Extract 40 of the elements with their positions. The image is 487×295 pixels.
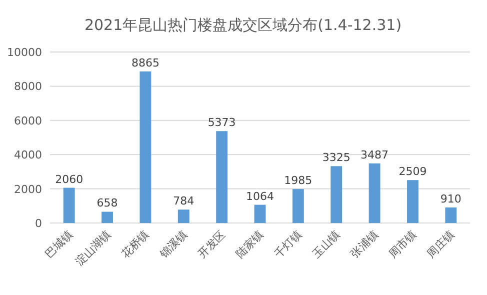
bar [254, 204, 266, 223]
data-label: 2509 [398, 165, 427, 178]
data-label: 2060 [55, 172, 84, 186]
x-tick-label: 淀山湖镇 [73, 228, 114, 268]
bar [292, 189, 304, 223]
x-tick-label: 玉山镇 [310, 228, 342, 260]
bar [407, 180, 418, 223]
y-tick-label: 2000 [14, 182, 42, 196]
bar [368, 163, 380, 223]
y-tick-label: 6000 [14, 114, 42, 128]
x-tick-label: 陆家镇 [234, 228, 266, 260]
y-tick-label: 4000 [14, 148, 42, 162]
x-tick-label: 花桥镇 [119, 228, 152, 260]
x-tick-label: 周庄镇 [424, 228, 458, 260]
bar [330, 166, 342, 223]
x-tick-label: 张浦镇 [348, 228, 381, 260]
bar [445, 207, 457, 223]
x-tick-label: 千灯镇 [272, 228, 304, 260]
data-label: 910 [440, 192, 462, 206]
y-tick-label: 0 [35, 217, 42, 230]
data-label: 8865 [131, 56, 160, 70]
x-tick-label: 巴城镇 [42, 228, 76, 260]
x-tick-label: 锦溪镇 [156, 228, 190, 262]
chart-title: 2021年昆山热门楼盘成交区域分布(1.4-12.31) [84, 16, 402, 34]
data-label: 1064 [246, 190, 274, 203]
bar [63, 188, 75, 223]
bar [216, 131, 228, 223]
data-label: 1985 [284, 174, 312, 188]
data-label: 784 [173, 194, 194, 208]
x-tick-label: 周市镇 [386, 228, 419, 260]
y-tick-label: 10000 [7, 46, 42, 59]
data-label: 3487 [360, 148, 389, 162]
bar [102, 212, 113, 223]
bar [140, 71, 152, 223]
x-tick-label: 开发区 [195, 228, 228, 260]
data-label: 5373 [208, 116, 236, 130]
data-label: 3325 [322, 151, 350, 164]
data-label: 658 [96, 196, 118, 210]
bar [178, 210, 190, 223]
y-tick-label: 8000 [14, 80, 42, 94]
